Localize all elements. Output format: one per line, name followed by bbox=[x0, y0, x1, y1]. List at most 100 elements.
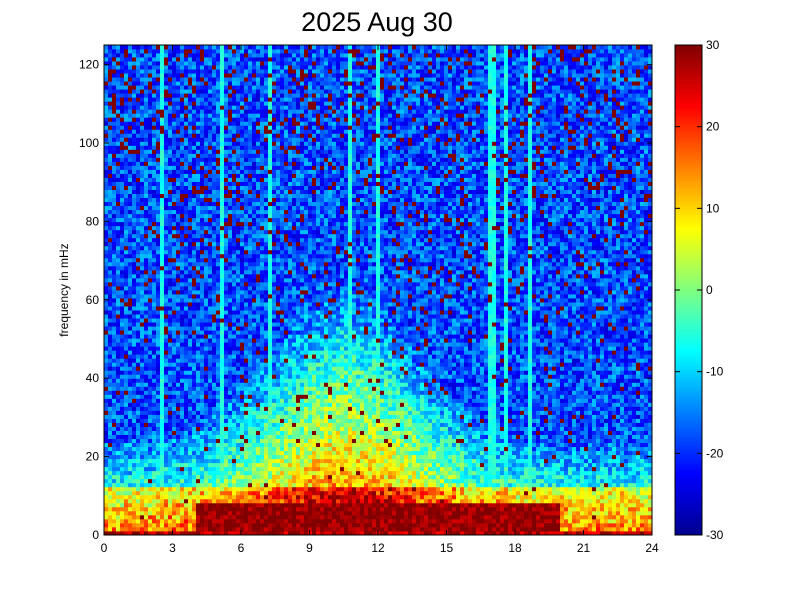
heatmap-cell bbox=[172, 394, 177, 399]
heatmap-cell bbox=[124, 97, 129, 102]
heatmap-cell bbox=[192, 201, 197, 207]
heatmap-cell bbox=[264, 374, 269, 379]
heatmap-cell bbox=[224, 69, 229, 74]
heatmap-cell bbox=[144, 209, 149, 215]
heatmap-cell bbox=[248, 362, 253, 367]
heatmap-cell bbox=[240, 145, 245, 150]
heatmap-cell bbox=[196, 462, 201, 468]
heatmap-cell bbox=[104, 346, 109, 351]
heatmap-cell bbox=[196, 85, 201, 90]
heatmap-cell bbox=[144, 269, 149, 275]
heatmap-cell bbox=[116, 366, 121, 371]
heatmap-cell bbox=[172, 318, 177, 323]
heatmap-cell bbox=[216, 93, 221, 98]
heatmap-cell bbox=[212, 394, 217, 399]
heatmap-cell bbox=[176, 346, 181, 351]
heatmap-cell bbox=[168, 229, 173, 235]
heatmap-cell bbox=[256, 65, 261, 70]
heatmap-cell bbox=[124, 213, 129, 219]
heatmap-cell bbox=[136, 97, 141, 102]
heatmap-cell bbox=[108, 97, 113, 102]
heatmap-cell bbox=[108, 233, 113, 239]
heatmap-cell bbox=[192, 494, 197, 500]
heatmap-cell bbox=[140, 358, 145, 363]
heatmap-cell bbox=[164, 261, 169, 267]
heatmap-cell bbox=[248, 113, 253, 118]
heatmap-cell bbox=[208, 185, 213, 190]
heatmap-cell bbox=[216, 434, 221, 440]
heatmap-cell bbox=[112, 93, 117, 98]
heatmap-cell bbox=[180, 346, 185, 351]
heatmap-cell bbox=[132, 273, 137, 279]
heatmap-cell bbox=[180, 209, 185, 215]
heatmap-cell bbox=[240, 273, 245, 279]
heatmap-cell bbox=[104, 378, 109, 383]
heatmap-cell bbox=[164, 57, 169, 62]
heatmap-cell bbox=[148, 402, 153, 407]
heatmap-cell bbox=[116, 422, 121, 427]
heatmap-cell bbox=[240, 57, 245, 62]
heatmap-cell bbox=[116, 277, 121, 283]
heatmap-cell bbox=[148, 113, 153, 118]
heatmap-cell bbox=[260, 181, 265, 186]
heatmap-cell bbox=[248, 229, 253, 235]
heatmap-cell bbox=[112, 193, 117, 199]
heatmap-cell bbox=[104, 121, 109, 126]
heatmap-cell bbox=[252, 101, 257, 106]
heatmap-cell bbox=[248, 249, 253, 255]
heatmap-cell bbox=[212, 45, 217, 50]
heatmap-cell bbox=[196, 518, 201, 524]
heatmap-cell bbox=[124, 426, 129, 431]
heatmap-cell bbox=[200, 173, 205, 178]
heatmap-cell bbox=[104, 418, 109, 423]
heatmap-cell bbox=[240, 221, 245, 227]
heatmap-cell bbox=[256, 450, 261, 456]
heatmap-cell bbox=[208, 338, 213, 343]
heatmap-cell bbox=[160, 350, 165, 355]
heatmap-cell bbox=[152, 149, 157, 154]
heatmap-cell bbox=[212, 149, 217, 154]
heatmap-cell bbox=[128, 273, 133, 279]
heatmap-cell bbox=[116, 530, 121, 536]
heatmap-cell bbox=[140, 422, 145, 427]
heatmap-cell bbox=[188, 177, 193, 182]
heatmap-cell bbox=[256, 310, 261, 315]
heatmap-cell bbox=[116, 125, 121, 130]
heatmap-cell bbox=[168, 273, 173, 279]
heatmap-cell bbox=[164, 438, 169, 444]
heatmap-cell bbox=[208, 161, 213, 166]
heatmap-cell bbox=[220, 394, 225, 399]
heatmap-cell bbox=[152, 185, 157, 190]
heatmap-cell bbox=[204, 458, 209, 464]
heatmap-cell bbox=[200, 290, 205, 295]
heatmap-cell bbox=[160, 269, 165, 275]
heatmap-cell bbox=[168, 117, 173, 122]
heatmap-cell bbox=[112, 430, 117, 435]
heatmap-cell bbox=[236, 358, 241, 363]
heatmap-cell bbox=[248, 494, 253, 500]
heatmap-cell bbox=[224, 117, 229, 122]
heatmap-cell bbox=[140, 486, 145, 492]
heatmap-cell bbox=[172, 354, 177, 359]
heatmap-cell bbox=[132, 137, 137, 142]
heatmap-cell bbox=[260, 294, 265, 299]
heatmap-cell bbox=[260, 217, 265, 223]
heatmap-cell bbox=[204, 253, 209, 259]
heatmap-cell bbox=[160, 494, 165, 500]
heatmap-cell bbox=[240, 402, 245, 407]
heatmap-cell bbox=[128, 402, 133, 407]
heatmap-cell bbox=[212, 434, 217, 440]
heatmap-cell bbox=[196, 514, 201, 520]
heatmap-cell bbox=[152, 53, 157, 58]
heatmap-cell bbox=[172, 382, 177, 387]
heatmap-cell bbox=[204, 245, 209, 251]
heatmap-cell bbox=[172, 390, 177, 395]
heatmap-cell bbox=[240, 209, 245, 215]
heatmap-cell bbox=[140, 518, 145, 524]
heatmap-cell bbox=[248, 486, 253, 492]
heatmap-cell bbox=[224, 89, 229, 94]
heatmap-cell bbox=[104, 514, 109, 520]
heatmap-cell bbox=[240, 530, 245, 536]
heatmap-cell bbox=[104, 474, 109, 480]
heatmap-cell bbox=[240, 378, 245, 383]
